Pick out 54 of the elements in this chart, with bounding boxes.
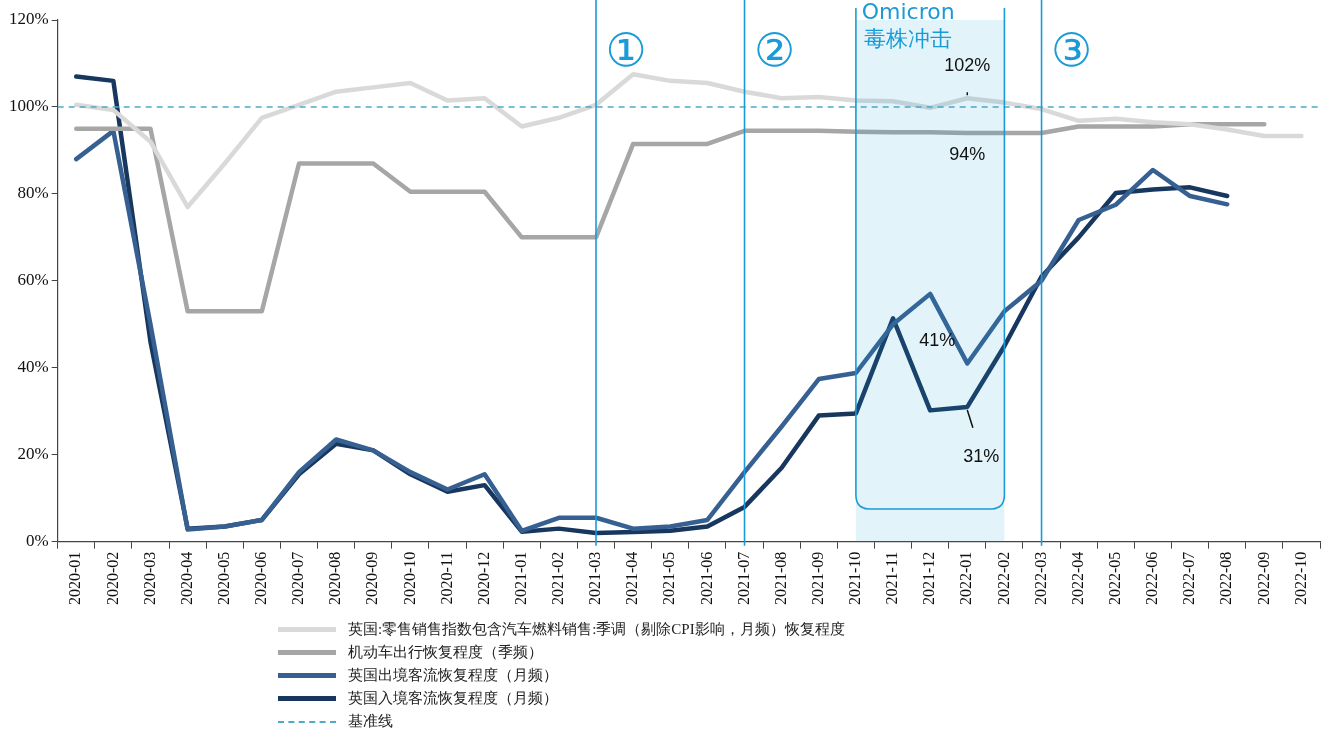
y-tick-label: 20% (17, 444, 49, 464)
x-tick-label: 2022-10 (1291, 551, 1309, 605)
x-tick-label: 2021-10 (846, 551, 864, 605)
x-tick-label: 2021-03 (586, 551, 604, 605)
y-tick-label: 80% (17, 183, 49, 203)
x-tick-label: 2020-10 (400, 551, 418, 605)
x-tick-label: 2020-09 (363, 551, 381, 605)
y-tick-label: 40% (17, 357, 49, 377)
x-tick-label: 2022-07 (1180, 551, 1198, 605)
annotation: 94% (949, 144, 986, 164)
x-tick-label: 2022-01 (957, 551, 975, 605)
x-tick-label: 2020-05 (214, 551, 232, 605)
x-tick-label: 2020-04 (177, 551, 195, 605)
x-tick-label: 2020-06 (252, 551, 270, 605)
legend-label: 英国入境客流恢复程度（月频） (348, 689, 558, 708)
legend-label: 机动车出行恢复程度（季频） (348, 643, 543, 662)
legend-label: 英国出境客流恢复程度（月频） (348, 666, 558, 685)
ref-line-label: ③ (1050, 22, 1093, 77)
ref-line-label: ① (605, 22, 647, 77)
x-tick-label: 2021-07 (734, 551, 752, 605)
y-tick-label: 100% (8, 96, 49, 116)
x-tick-label: 2022-09 (1254, 551, 1272, 605)
x-tick-label: 2021-06 (697, 551, 715, 605)
x-tick-label: 2022-02 (994, 551, 1012, 605)
x-tick-label: 2020-12 (474, 551, 492, 605)
x-tick-label: 2021-02 (549, 551, 567, 605)
y-tick-label: 120% (8, 9, 49, 29)
y-tick-label: 0% (25, 531, 49, 551)
x-tick-label: 2021-04 (623, 551, 641, 605)
x-tick-label: 2020-02 (103, 551, 121, 605)
x-tick-label: 2021-12 (920, 551, 938, 605)
x-tick-label: 2021-08 (771, 551, 789, 605)
legend-label: 英国:零售销售指数包含汽车燃料销售:季调（剔除CPI影响，月频）恢复程度 (348, 620, 845, 639)
x-tick-label: 2020-11 (437, 551, 455, 605)
annotation: 31% (963, 445, 1000, 466)
x-tick-label: 2021-11 (883, 551, 901, 605)
band-label: Omicron毒株冲击 (861, 0, 955, 51)
x-tick-label: 2020-01 (66, 551, 84, 605)
ref-line-label: ② (753, 22, 796, 77)
annotation: 102% (944, 55, 991, 76)
y-tick-label: 60% (17, 270, 49, 290)
x-tick-label: 2021-05 (660, 551, 678, 605)
x-tick-label: 2020-08 (326, 551, 344, 605)
legend-label: 基准线 (348, 712, 393, 731)
x-tick-label: 2022-08 (1217, 551, 1235, 605)
x-tick-label: 2020-07 (289, 551, 307, 605)
x-tick-label: 2021-01 (511, 551, 529, 605)
x-tick-label: 2022-05 (1106, 551, 1123, 605)
x-tick-label: 2022-06 (1143, 551, 1161, 605)
x-tick-label: 2022-04 (1068, 551, 1086, 605)
x-tick-label: 2022-03 (1031, 551, 1049, 605)
annotation: 41% (919, 330, 956, 351)
x-tick-label: 2021-09 (808, 551, 826, 605)
x-tick-label: 2020-03 (140, 551, 158, 605)
